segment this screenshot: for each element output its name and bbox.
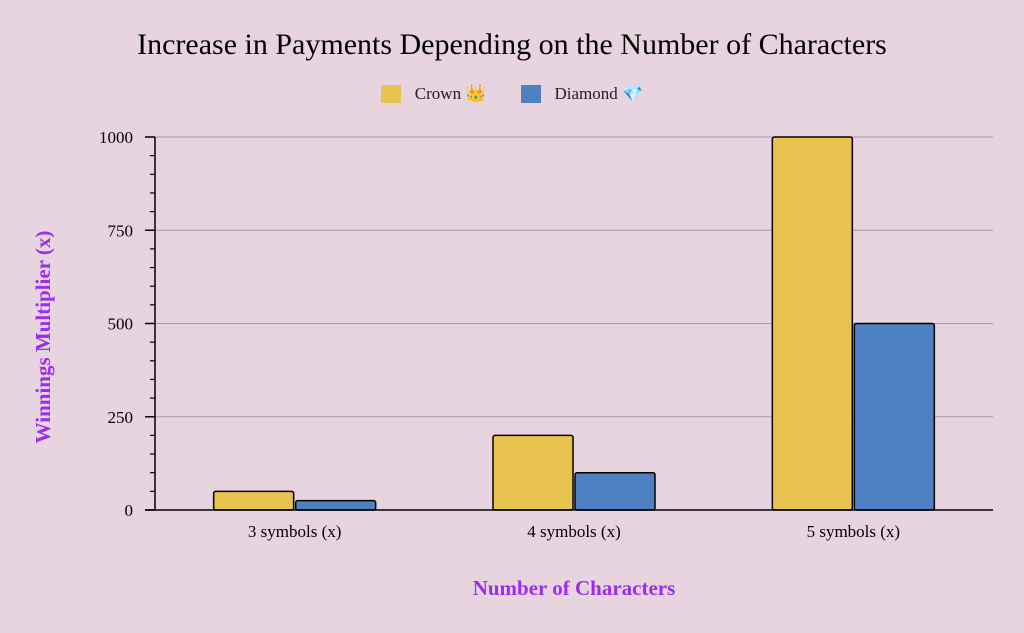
bar-layer xyxy=(212,136,936,511)
x-tick-label: 5 symbols (x) xyxy=(807,522,901,541)
x-tick-label: 4 symbols (x) xyxy=(527,522,621,541)
legend: Crown 👑 Diamond 💎 xyxy=(0,84,1024,104)
bar-diamond xyxy=(574,471,656,511)
y-tick-label: 750 xyxy=(108,221,134,240)
legend-label-diamond: Diamond 💎 xyxy=(554,84,644,103)
y-tick-label: 250 xyxy=(108,408,134,427)
y-tick-label: 0 xyxy=(125,501,134,520)
grid-layer xyxy=(155,136,993,418)
chart-title: Increase in Payments Depending on the Nu… xyxy=(137,28,887,61)
bar-crown xyxy=(212,490,295,511)
legend-swatch-diamond xyxy=(520,85,541,103)
legend-label-crown: Crown 👑 xyxy=(414,84,487,103)
legend-swatch-crown xyxy=(380,85,401,103)
axis-layer: 0 250 500 750 1000 3 symbols (x) 4 symbols (x)… xyxy=(99,128,993,541)
bar-crown xyxy=(492,434,574,511)
bar-diamond xyxy=(853,322,936,511)
legend-item-diamond[interactable]: Diamond 💎 xyxy=(520,84,644,104)
y-tick-label: 500 xyxy=(108,315,134,334)
x-tick-label: 3 symbols (x) xyxy=(248,522,342,541)
x-axis-title: Number of Characters xyxy=(473,576,676,600)
y-axis-title: Winnings Multiplier (x) xyxy=(31,231,55,444)
y-tick-label: 1000 xyxy=(99,128,133,147)
bar-crown xyxy=(771,136,854,511)
legend-item-crown[interactable]: Crown 👑 xyxy=(380,84,487,104)
bar-diamond xyxy=(294,499,377,511)
